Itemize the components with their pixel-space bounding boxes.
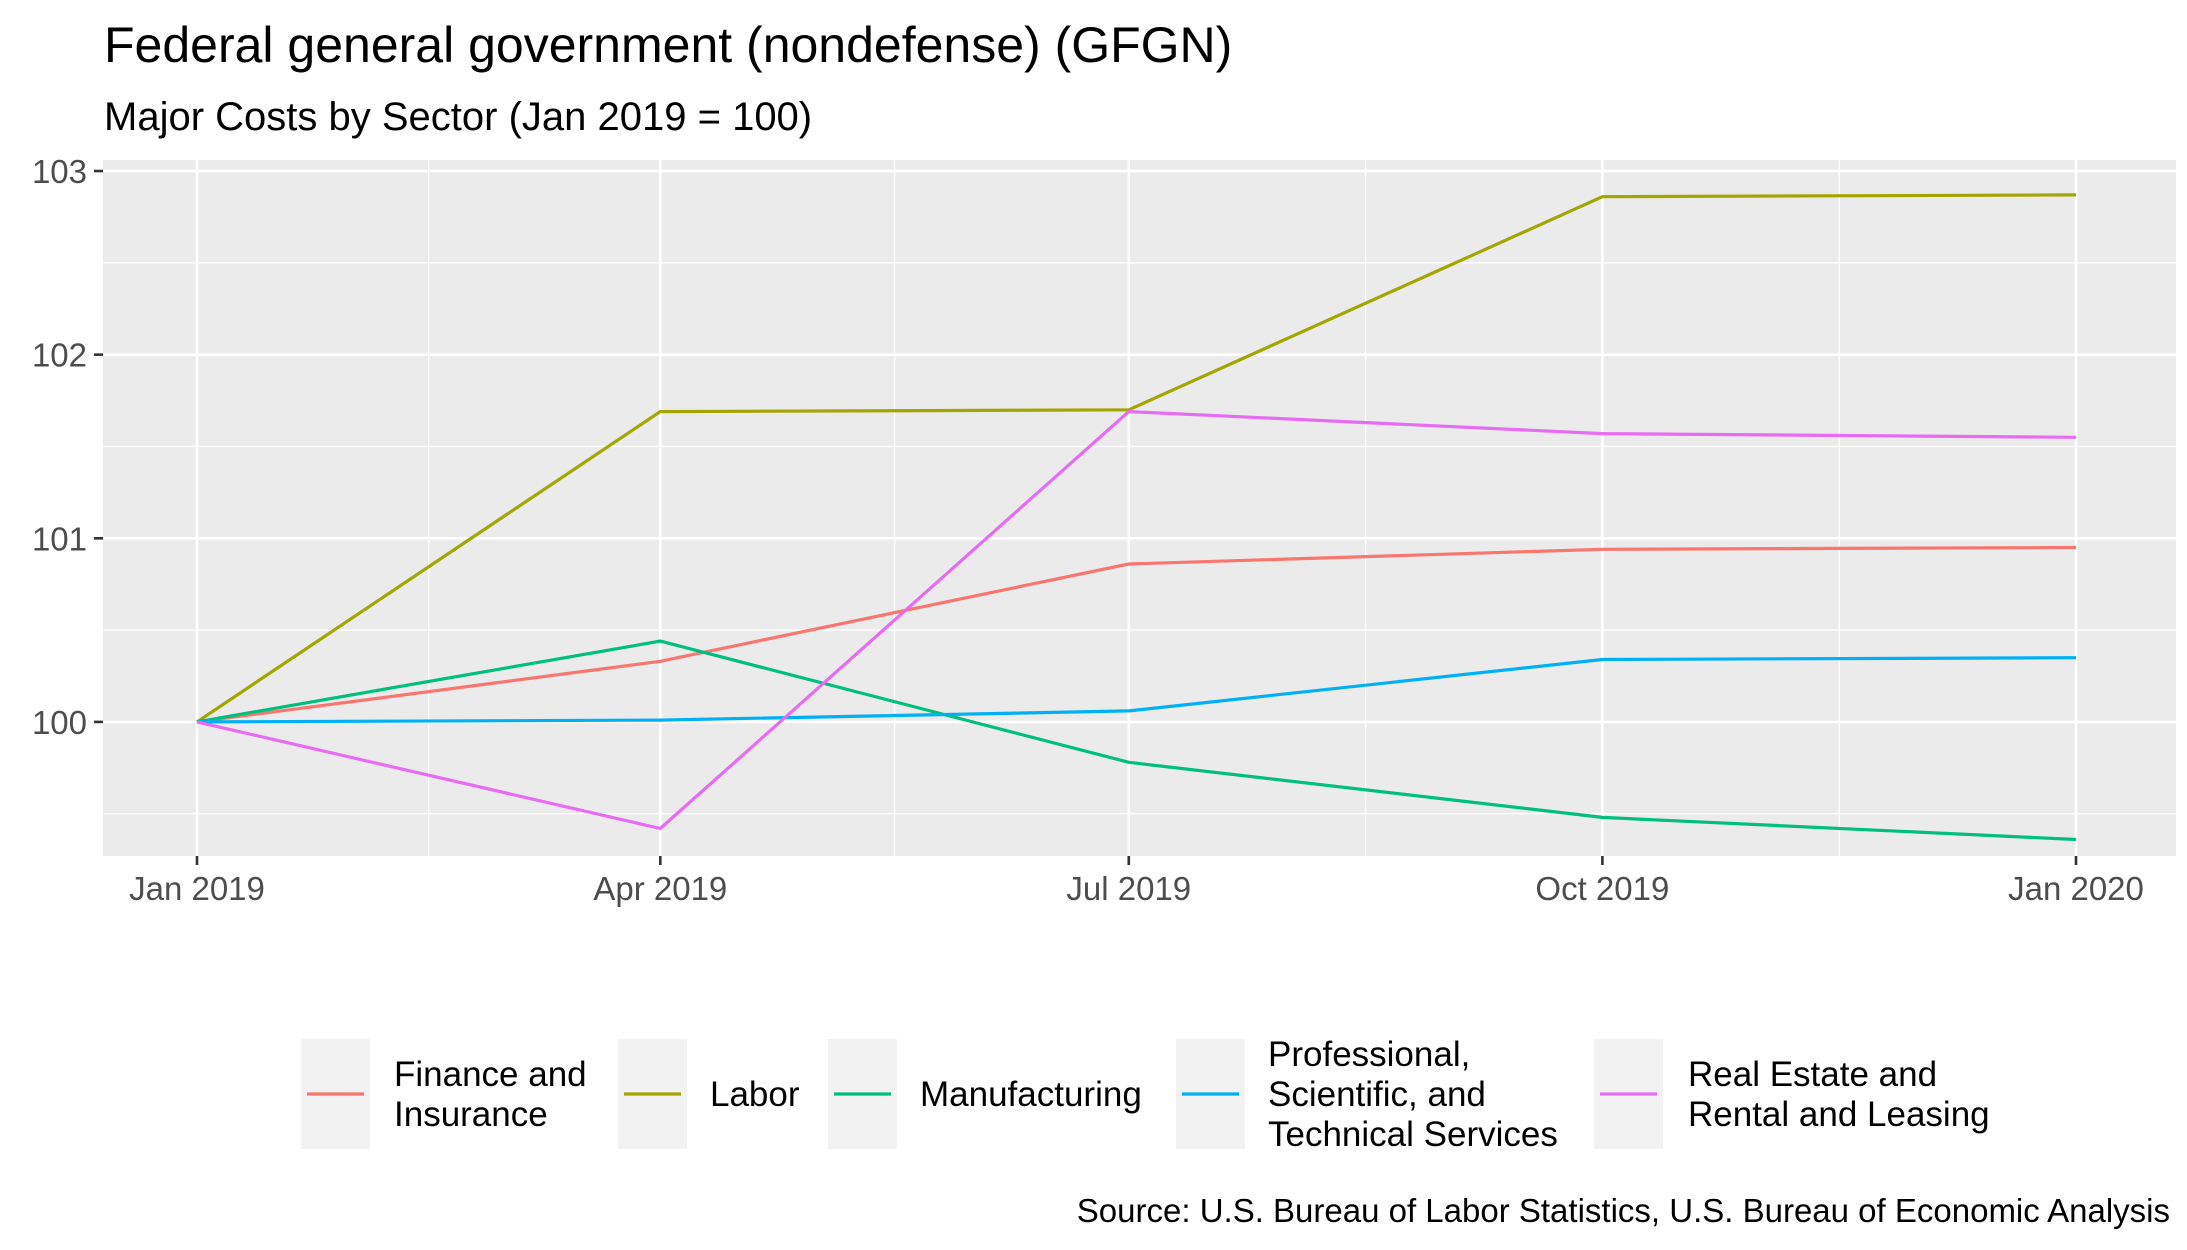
- legend-label: Manufacturing: [920, 1075, 1142, 1114]
- x-tick-label: Oct 2019: [1535, 870, 1669, 907]
- legend-label: Real Estate and: [1688, 1055, 1937, 1094]
- legend-label: Scientific, and: [1268, 1075, 1486, 1114]
- x-tick-label: Jan 2020: [2008, 870, 2144, 907]
- y-tick-label: 100: [32, 704, 87, 741]
- series-line-finance-and-insurance: [196, 545, 2077, 724]
- y-tick-label: 101: [32, 520, 87, 557]
- x-tick-label: Apr 2019: [593, 870, 727, 907]
- legend-label: Finance and: [394, 1055, 587, 1094]
- y-tick-label: 102: [32, 337, 87, 374]
- series-layer: [196, 193, 2077, 842]
- y-tick-label: 103: [32, 153, 87, 190]
- chart-caption: Source: U.S. Bureau of Labor Statistics,…: [1077, 1192, 2170, 1229]
- grid-layer: [103, 160, 2176, 856]
- chart-title: Federal general government (nondefense) …: [104, 17, 1232, 73]
- chart-subtitle: Major Costs by Sector (Jan 2019 = 100): [104, 95, 812, 139]
- series-line-labor: [196, 193, 2077, 724]
- legend-label: Insurance: [394, 1095, 548, 1134]
- plot-panel: [103, 160, 2176, 856]
- legend-label: Rental and Leasing: [1688, 1095, 1990, 1134]
- axis-layer: 100 101 102 103 Jan 2019 Apr 2019 Jul 2019 Oct …: [32, 153, 2144, 907]
- series-line-real-estate-and-rental-and-leasing: [196, 410, 2077, 831]
- legend-label: Technical Services: [1268, 1115, 1558, 1154]
- x-tick-label: Jul 2019: [1066, 870, 1191, 907]
- series-line-professional-scientific-and-technical-services: [196, 656, 2077, 724]
- x-tick-label: Jan 2019: [129, 870, 265, 907]
- series-line-manufacturing: [196, 639, 2077, 842]
- legend-label: Professional,: [1268, 1035, 1470, 1074]
- legend-label: Labor: [710, 1075, 800, 1114]
